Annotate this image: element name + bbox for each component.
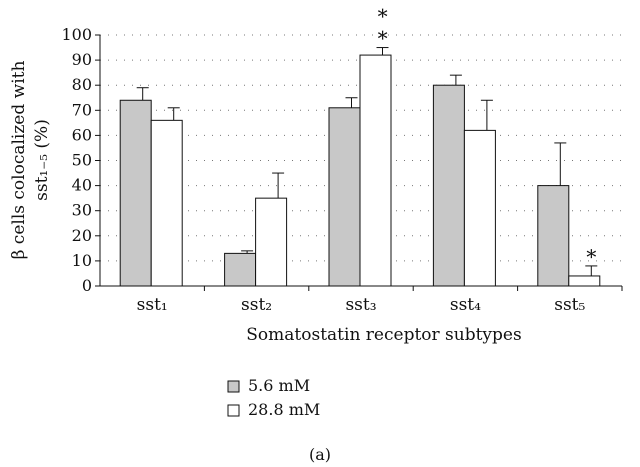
legend-label-28-8mm: 28.8 mM bbox=[248, 400, 320, 419]
annotations: ∗∗∗ bbox=[376, 1, 598, 265]
x-tick-label-2: sst₂ bbox=[241, 295, 272, 315]
legend-label-5-6mm: 5.6 mM bbox=[248, 376, 310, 395]
bar-28-8mm-5 bbox=[568, 275, 601, 287]
y-axis-label-line2: sst₁₋₅ (%) bbox=[32, 119, 52, 201]
y-tick-label-30: 30 bbox=[72, 201, 92, 220]
x-tick-labels: sst₁ sst₂ sst₃ sst₄ sst₅ bbox=[137, 295, 586, 315]
bar-5-6mm-2 bbox=[224, 252, 257, 287]
x-tick-label-5: sst₅ bbox=[554, 295, 585, 315]
significance-star-1-1: ∗ bbox=[376, 1, 390, 25]
x-tick-label-1: sst₁ bbox=[137, 295, 168, 315]
x-tick-label-3: sst₃ bbox=[345, 295, 376, 315]
bar-5-6mm-1 bbox=[119, 99, 152, 287]
y-tick-label-10: 10 bbox=[72, 251, 92, 270]
bar-28-8mm-4 bbox=[463, 129, 496, 287]
y-tick-label-100: 100 bbox=[61, 25, 92, 44]
y-tick-label-0: 0 bbox=[82, 276, 92, 295]
legend: 5.6 mM 28.8 mM bbox=[227, 376, 320, 419]
x-tick-label-4: sst₄ bbox=[450, 295, 481, 315]
significance-star-2-1: ∗ bbox=[585, 241, 599, 265]
panel-label: (a) bbox=[309, 445, 331, 464]
y-tick-label-90: 90 bbox=[72, 50, 92, 69]
y-tick-labels: 0 10 20 30 40 50 60 70 80 90 100 bbox=[61, 25, 92, 295]
y-axis-label-line1: β cells colocalized with bbox=[9, 61, 29, 260]
significance-star-1-2: ∗ bbox=[376, 23, 390, 47]
bar-5-6mm-3 bbox=[328, 107, 361, 287]
bars bbox=[119, 47, 601, 287]
y-tick-label-20: 20 bbox=[72, 226, 92, 245]
y-tick-label-70: 70 bbox=[72, 100, 92, 119]
bar-5-6mm-5 bbox=[537, 185, 570, 287]
legend-swatch-5-6mm bbox=[227, 380, 240, 393]
bar-28-8mm-1 bbox=[150, 119, 183, 287]
bar-28-8mm-2 bbox=[255, 197, 288, 287]
y-tick-label-50: 50 bbox=[72, 151, 92, 170]
legend-swatch-28-8mm bbox=[227, 404, 240, 417]
y-tick-label-60: 60 bbox=[72, 125, 92, 144]
bar-5-6mm-4 bbox=[432, 84, 465, 287]
y-tick-label-40: 40 bbox=[72, 176, 92, 195]
y-tick-label-80: 80 bbox=[72, 75, 92, 94]
axes bbox=[95, 34, 623, 291]
x-axis-label: Somatostatin receptor subtypes bbox=[246, 325, 521, 345]
bar-28-8mm-3 bbox=[359, 54, 392, 287]
